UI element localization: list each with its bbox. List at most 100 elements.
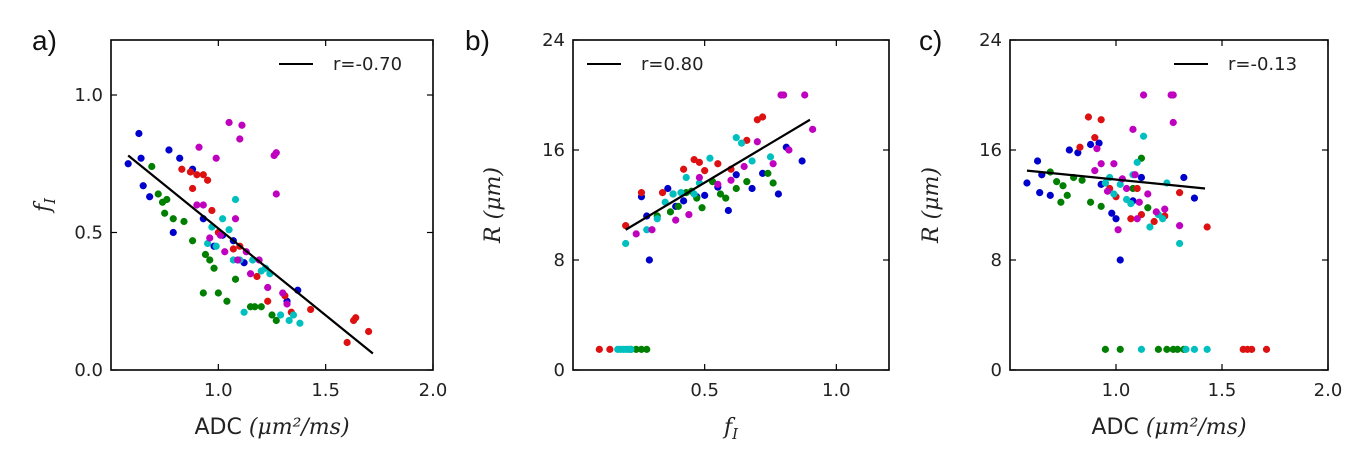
data-point	[769, 160, 777, 168]
data-point	[658, 189, 667, 197]
data-point	[627, 345, 635, 353]
data-point	[253, 272, 261, 281]
data-point	[165, 146, 173, 154]
data-point	[135, 129, 143, 138]
data-point	[1123, 184, 1131, 193]
y-axis-label: fI	[31, 197, 59, 214]
data-point	[208, 206, 216, 215]
data-point	[1190, 345, 1199, 353]
data-point	[606, 345, 614, 353]
data-point	[272, 149, 280, 157]
data-point	[774, 190, 783, 198]
y-tick-label: 16	[542, 140, 565, 161]
data-point	[1101, 345, 1109, 353]
data-point	[201, 250, 210, 259]
x-tick-label: 1.0	[822, 380, 851, 401]
data-point	[1127, 215, 1135, 223]
data-point	[1053, 178, 1061, 186]
data-point	[748, 184, 756, 193]
data-point	[680, 165, 688, 173]
data-point	[343, 338, 351, 347]
legend-label: r=-0.70	[333, 54, 402, 75]
data-point	[766, 153, 775, 161]
x-tick-label: 2.0	[419, 380, 448, 401]
data-point	[1203, 345, 1211, 353]
data-point	[1093, 145, 1101, 153]
x-tick-label: 1.5	[311, 380, 340, 401]
data-point	[645, 256, 653, 264]
data-point	[785, 146, 793, 154]
data-point	[1182, 345, 1190, 353]
x-tick-label: 1.0	[1102, 380, 1131, 401]
data-point	[1139, 132, 1148, 140]
data-point	[798, 157, 806, 165]
data-point	[1133, 184, 1141, 193]
data-point	[1127, 200, 1135, 208]
data-point	[148, 162, 156, 171]
data-point	[1137, 173, 1146, 182]
data-point	[1076, 143, 1084, 151]
data-point	[264, 283, 272, 292]
data-point	[1169, 91, 1177, 99]
data-point	[1154, 345, 1162, 353]
data-point	[169, 228, 177, 237]
data-point	[206, 256, 214, 264]
data-point	[223, 297, 231, 305]
data-point	[1131, 171, 1139, 179]
data-point	[737, 139, 746, 147]
legend-label: r=-0.13	[1228, 54, 1297, 75]
panel-label: c)	[919, 25, 942, 56]
data-point	[296, 319, 304, 327]
data-point	[672, 216, 680, 224]
data-point	[246, 270, 255, 278]
data-point	[264, 297, 272, 305]
data-point	[146, 193, 154, 201]
data-point	[674, 202, 682, 210]
x-axis-label: fI	[722, 415, 739, 443]
data-point	[1137, 345, 1146, 353]
data-point	[188, 184, 197, 193]
data-point	[1163, 345, 1171, 353]
series-cyan	[614, 134, 775, 353]
data-point	[178, 165, 186, 173]
y-tick-label: 0.0	[74, 360, 103, 381]
panel-2: b) 0.5 1.0 0 8 16 24 fI R (μm) r=0.80	[465, 25, 890, 443]
data-point	[199, 289, 207, 297]
y-axis-label: R (μm)	[481, 167, 506, 244]
data-point	[204, 176, 212, 184]
data-point	[188, 237, 197, 245]
data-point	[653, 215, 661, 223]
panel-3: c) 1.0 1.5 2.0 0 8 16 24 ADC (μm²/ms) R (μm) r=-0.…	[919, 25, 1342, 440]
data-point	[1091, 134, 1099, 142]
data-point	[307, 305, 315, 314]
data-point	[231, 195, 240, 204]
data-point	[682, 173, 690, 182]
data-point	[137, 154, 145, 162]
data-point	[221, 248, 229, 256]
data-point	[216, 231, 225, 239]
legend-label: r=0.80	[641, 54, 704, 75]
data-point	[257, 303, 265, 311]
series-red	[1076, 113, 1271, 353]
data-point	[740, 162, 748, 171]
data-point	[648, 226, 656, 234]
data-point	[1078, 176, 1086, 184]
data-point	[1146, 223, 1154, 231]
data-point	[1161, 205, 1169, 213]
data-point	[727, 176, 735, 184]
data-point	[1203, 223, 1211, 231]
data-point	[186, 168, 195, 176]
data-point	[1063, 191, 1071, 199]
data-point	[643, 345, 651, 353]
y-tick-label: 24	[542, 30, 565, 51]
x-axis-label: ADC (μm²/ms)	[194, 415, 349, 440]
data-point	[1091, 167, 1099, 175]
y-tick-label: 0	[991, 360, 1002, 381]
data-point	[210, 264, 218, 272]
data-point	[212, 154, 220, 162]
data-point	[637, 345, 646, 353]
data-point	[1262, 345, 1271, 353]
data-point	[1097, 202, 1105, 210]
data-point	[276, 311, 285, 319]
